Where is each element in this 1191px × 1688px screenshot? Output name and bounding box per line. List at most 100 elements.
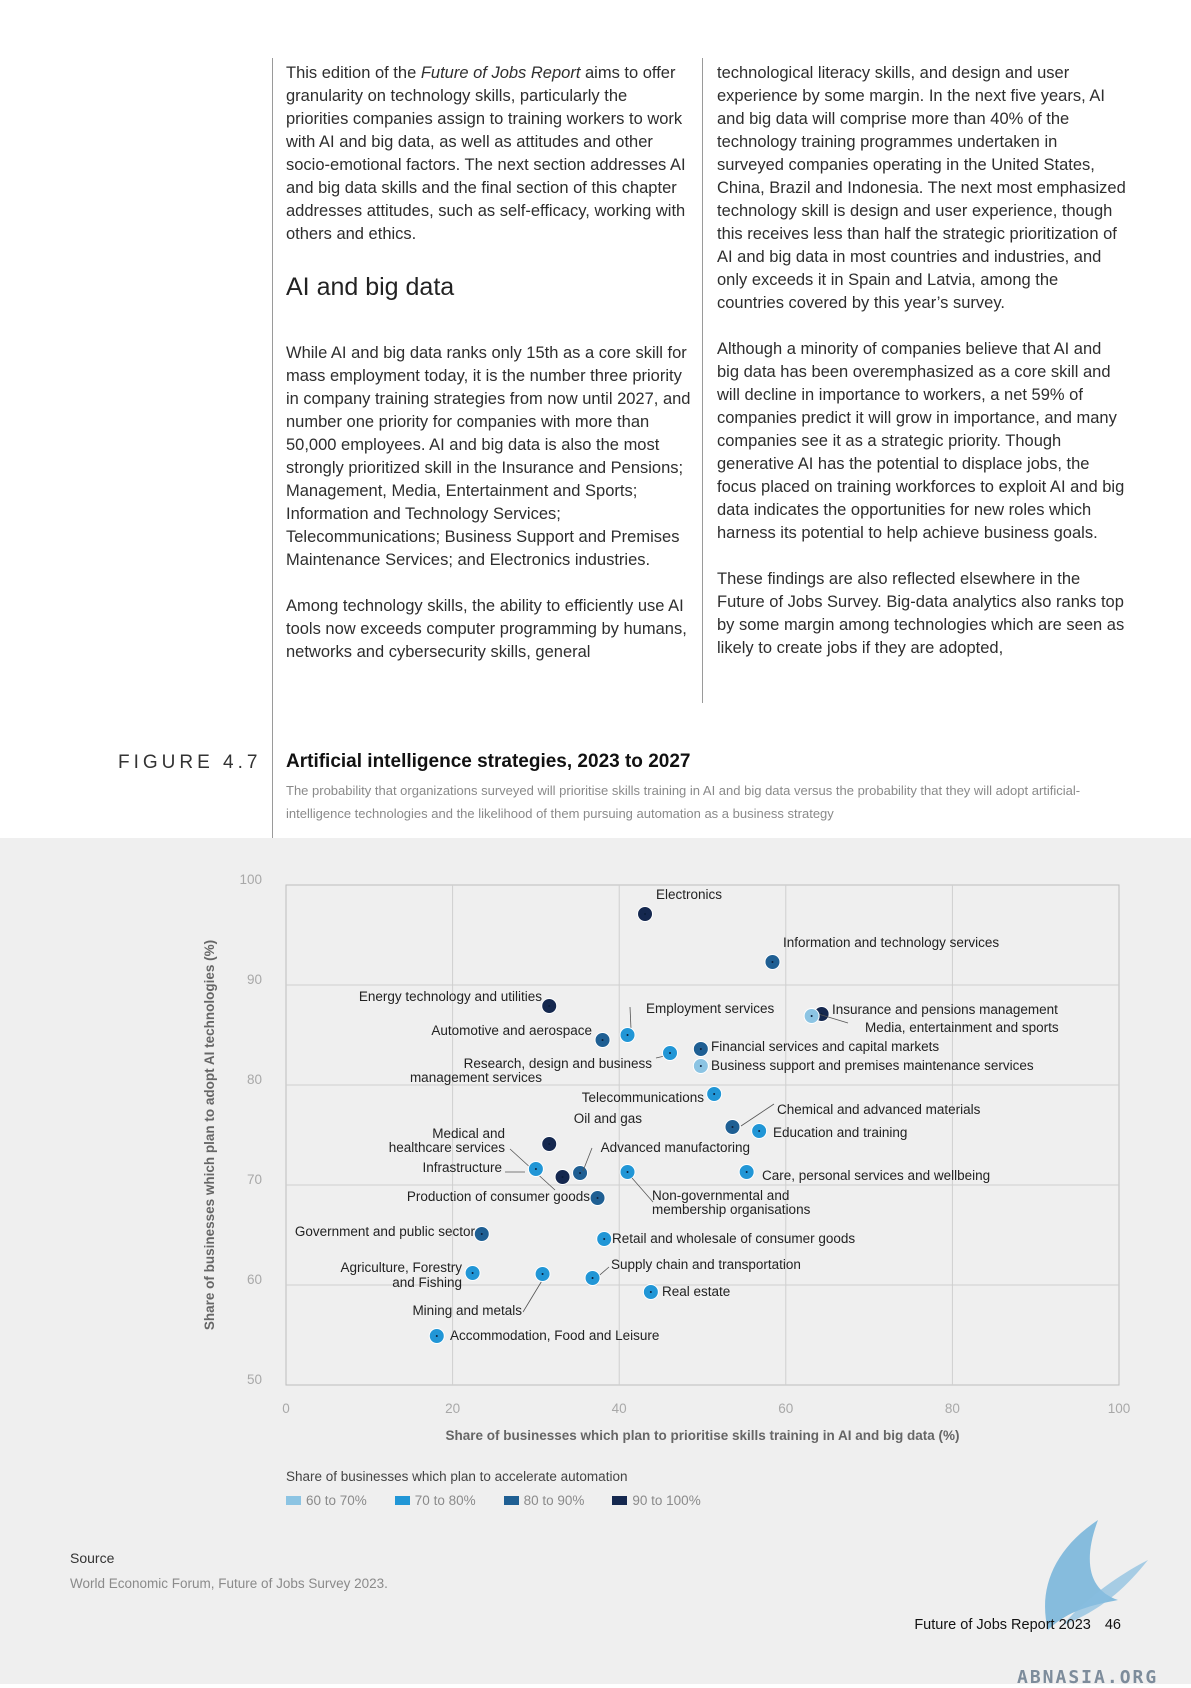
point-label: and Fishing — [392, 1275, 462, 1290]
paragraph: While AI and big data ranks only 15th as… — [286, 344, 691, 569]
data-point-center — [644, 913, 647, 915]
point-label: Employment services — [646, 1001, 775, 1016]
legend-swatch — [612, 1496, 628, 1505]
page-footer: Future of Jobs Report 2023 46 — [914, 1617, 1121, 1633]
data-point-center — [548, 1005, 551, 1007]
point-label: Research, design and business — [464, 1056, 653, 1071]
y-tick-label: 70 — [247, 1172, 262, 1187]
data-point-center — [435, 1335, 438, 1337]
data-point-center — [758, 1130, 761, 1132]
intro-paragraph: This edition of the Future of Jobs Repor… — [286, 64, 686, 243]
scatter-chart: 0 20 40 60 80 100 50 60 70 80 90 100 Share of busine… — [202, 872, 1131, 1443]
data-point-center — [626, 1034, 629, 1036]
y-tick-label: 100 — [239, 872, 262, 887]
legend-item: 60 to 70% — [286, 1493, 367, 1508]
left-text-column: This edition of the Future of Jobs Repor… — [286, 62, 691, 687]
y-tick-label: 90 — [247, 972, 262, 987]
y-tick-label: 60 — [247, 1272, 262, 1287]
section-heading: AI and big data — [286, 273, 455, 301]
point-label: Mining and metals — [412, 1303, 522, 1318]
leader-line — [740, 1103, 775, 1127]
data-point-center — [548, 1143, 551, 1145]
data-point-center — [591, 1277, 594, 1279]
point-label: Media, entertainment and sports — [865, 1020, 1059, 1035]
point-label: management services — [410, 1070, 542, 1085]
page-number: 46 — [1104, 1617, 1121, 1633]
data-point-center — [810, 1015, 813, 1017]
point-label: Education and training — [773, 1125, 907, 1140]
data-point-center — [603, 1238, 606, 1240]
right-text-column: technological literacy skills, and desig… — [717, 62, 1127, 683]
source-label: Source — [70, 1550, 115, 1566]
point-label: Business support and premises maintenanc… — [711, 1058, 1034, 1073]
point-label: Information and technology services — [783, 935, 999, 950]
data-point-center — [669, 1052, 672, 1054]
legend-label: 90 to 100% — [632, 1493, 701, 1508]
point-label: Infrastructure — [422, 1160, 502, 1175]
legend-label: 70 to 80% — [414, 1493, 476, 1508]
point-label: Retail and wholesale of consumer goods — [612, 1231, 855, 1246]
watermark-text: ABNASIA.ORG — [1017, 1667, 1159, 1688]
point-label: Chemical and advanced materials — [777, 1102, 981, 1117]
chart-legend: 60 to 70% 70 to 80% 80 to 90% 90 to 100% — [286, 1493, 729, 1508]
x-tick-label: 60 — [778, 1401, 793, 1416]
legend-swatch — [394, 1496, 410, 1505]
point-label: Government and public sector — [295, 1224, 476, 1239]
y-tick-label: 80 — [247, 1072, 262, 1087]
legend-label: 60 to 70% — [306, 1493, 367, 1508]
x-tick-label: 40 — [612, 1401, 627, 1416]
point-label: Agriculture, Forestry — [340, 1260, 462, 1275]
legend-swatch — [286, 1496, 301, 1505]
y-tick-label: 50 — [247, 1372, 262, 1387]
data-point-center — [649, 1291, 652, 1293]
leader-line — [814, 1012, 849, 1024]
column-rule-middle — [702, 58, 703, 703]
leader-line — [631, 1177, 654, 1203]
figure-title: Artificial intelligence strategies, 2023… — [286, 751, 691, 772]
point-label: Automotive and aerospace — [431, 1023, 592, 1038]
point-label: membership organisations — [652, 1202, 811, 1217]
data-point-center — [771, 961, 774, 963]
x-tick-label: 80 — [945, 1401, 960, 1416]
data-point-center — [626, 1171, 629, 1173]
point-label: Telecommunications — [582, 1090, 705, 1105]
point-label: Oil and gas — [574, 1111, 643, 1126]
legend-swatch — [503, 1496, 519, 1505]
data-point-center — [699, 1065, 702, 1067]
point-label: Production of consumer goods — [407, 1189, 590, 1204]
x-tick-label: 0 — [282, 1401, 290, 1416]
data-point-center — [541, 1273, 544, 1275]
x-axis-label: Share of businesses which plan to priori… — [445, 1428, 959, 1443]
footer-report-title: Future of Jobs Report 2023 — [914, 1617, 1091, 1633]
data-point-center — [601, 1039, 604, 1041]
point-label: Non-governmental and — [652, 1188, 789, 1203]
data-point-center — [713, 1093, 716, 1095]
x-tick-label: 20 — [445, 1401, 460, 1416]
data-point-center — [731, 1126, 734, 1128]
point-label: Real estate — [662, 1284, 730, 1299]
point-label: Accommodation, Food and Leisure — [450, 1328, 659, 1343]
data-point-center — [480, 1233, 483, 1235]
y-axis-label: Share of businesses which plan to adopt … — [202, 940, 217, 1330]
data-point-center — [745, 1171, 748, 1173]
legend-title: Share of businesses which plan to accele… — [286, 1469, 628, 1484]
legend-item: 70 to 80% — [394, 1493, 476, 1508]
point-label: Financial services and capital markets — [711, 1039, 939, 1054]
paragraph: technological literacy skills, and desig… — [717, 64, 1126, 312]
source-text: World Economic Forum, Future of Jobs Sur… — [70, 1576, 388, 1591]
figure-label: FIGURE 4.7 — [118, 752, 262, 773]
x-tick-label: 100 — [1108, 1401, 1131, 1416]
point-label: Care, personal services and wellbeing — [762, 1168, 990, 1183]
leader-line — [582, 1147, 593, 1172]
leader-line — [629, 1006, 632, 1030]
data-point-center — [534, 1168, 537, 1170]
point-label: Advanced manufactoring — [601, 1140, 750, 1155]
paragraph: Although a minority of companies believe… — [717, 340, 1125, 542]
point-label: Electronics — [656, 887, 722, 902]
point-label: Supply chain and transportation — [611, 1257, 801, 1272]
legend-item: 90 to 100% — [612, 1493, 701, 1508]
point-label: Insurance and pensions management — [832, 1002, 1058, 1017]
column-rule-left — [272, 58, 273, 838]
paragraph: Among technology skills, the ability to … — [286, 597, 687, 661]
data-point-center — [596, 1197, 599, 1199]
